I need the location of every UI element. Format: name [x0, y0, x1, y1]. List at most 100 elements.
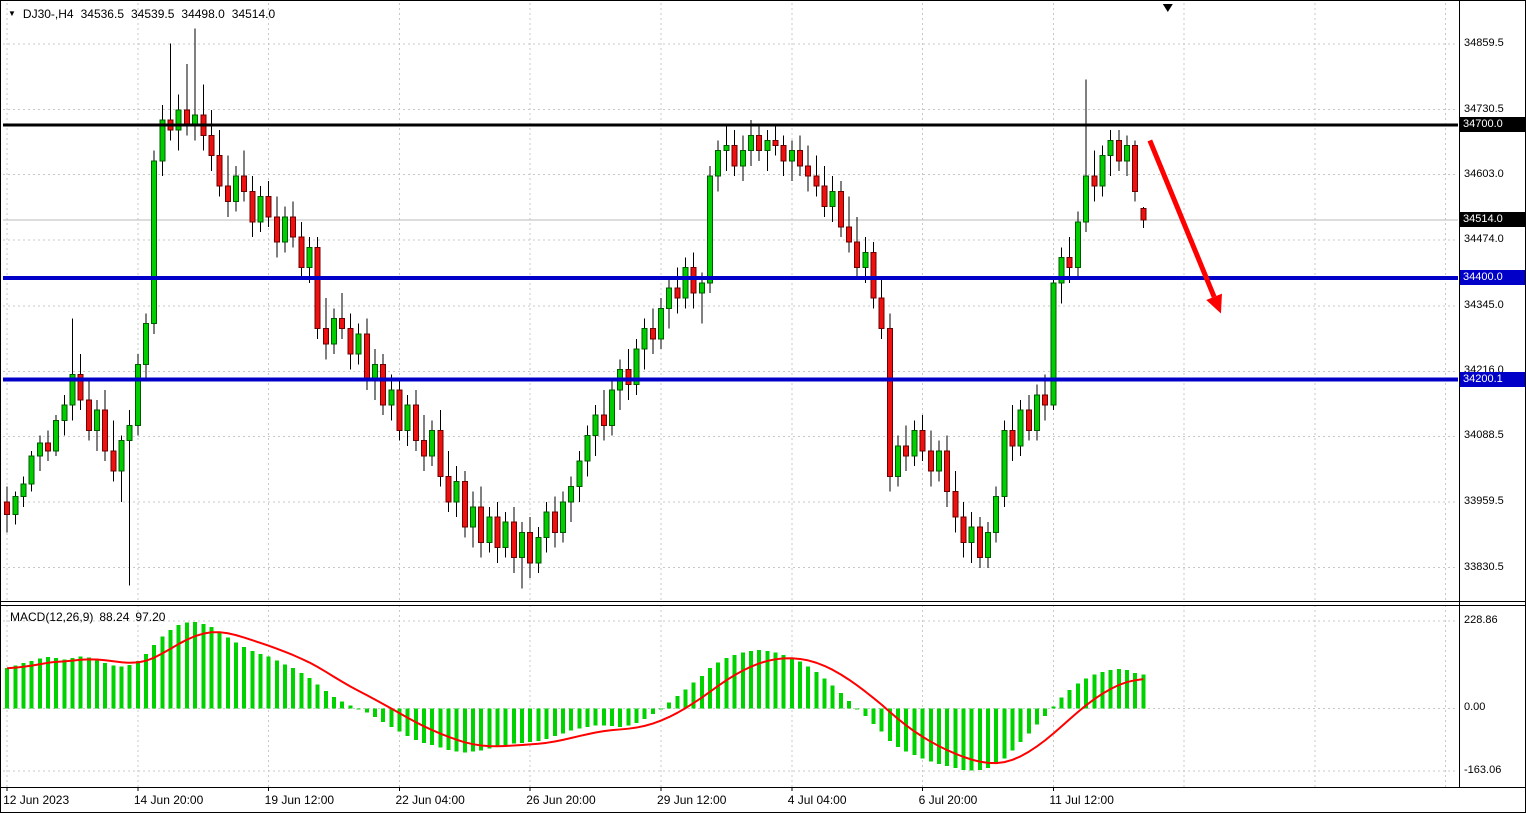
- bear-candle-body: [249, 190, 256, 223]
- bear-candle-body: [551, 511, 558, 533]
- bull-candle-body: [1083, 175, 1090, 223]
- macd-bar: [135, 660, 140, 709]
- macd-bar: [773, 652, 778, 709]
- ohlc-open-value: 34536.5: [80, 7, 124, 21]
- bear-candle-body: [437, 430, 444, 477]
- bear-candle-body: [241, 175, 248, 192]
- grid-lines: [3, 3, 1458, 787]
- macd-bar: [920, 708, 925, 759]
- bear-candle-body: [396, 389, 403, 432]
- macd-bar: [1092, 674, 1097, 709]
- macd-bar: [609, 708, 614, 727]
- bear-candle-body: [1042, 394, 1049, 406]
- bear-candle-body: [363, 333, 370, 381]
- bull-candle-body: [715, 150, 722, 177]
- macd-bar: [37, 658, 42, 709]
- bull-candle-body: [151, 160, 158, 325]
- macd-bar: [95, 660, 100, 709]
- bull-candle-body: [257, 195, 264, 223]
- chart-shift-marker[interactable]: [1162, 4, 1173, 12]
- bear-candle-body: [952, 491, 959, 518]
- macd-bar: [1067, 690, 1072, 709]
- macd-bar: [184, 622, 189, 709]
- bull-candle-body: [1074, 221, 1081, 269]
- bear-candle-body: [870, 251, 877, 299]
- bull-candle-body: [698, 282, 705, 294]
- macd-bar: [789, 657, 794, 709]
- macd-bar: [724, 657, 729, 709]
- macd-bar: [855, 708, 860, 710]
- bear-candle-body: [731, 145, 738, 167]
- bear-candle-body: [1066, 256, 1073, 269]
- macd-bar: [683, 689, 688, 709]
- bull-candle-body: [895, 445, 902, 477]
- macd-bar: [217, 631, 222, 709]
- bull-candle-body: [371, 363, 378, 381]
- macd-bar: [520, 708, 525, 743]
- macd-bar: [699, 675, 704, 709]
- bear-candle-body: [461, 480, 468, 528]
- macd-bar: [209, 626, 214, 709]
- bull-candle-body: [12, 496, 19, 515]
- candles-group: [4, 28, 1147, 589]
- bear-candle-body: [1091, 175, 1098, 187]
- macd-bar: [381, 708, 386, 722]
- macd-bar: [160, 636, 165, 709]
- bear-candle-body: [510, 521, 517, 559]
- bear-candle-body: [690, 267, 697, 294]
- bull-candle-body: [658, 307, 665, 340]
- macd-bar: [879, 708, 884, 732]
- bull-candle-body: [666, 287, 673, 309]
- bear-candle-body: [380, 363, 387, 406]
- macd-bar: [642, 708, 647, 720]
- chart-header: ▼ DJ30-,H4 34536.5 34539.5 34498.0 34514…: [8, 7, 275, 21]
- macd-bar: [283, 664, 288, 709]
- trend-arrow-head[interactable]: [1206, 293, 1222, 314]
- macd-bar: [1059, 697, 1064, 709]
- bull-candle-body: [1099, 155, 1106, 187]
- bull-candle-body: [984, 531, 991, 559]
- bull-candle-body: [134, 363, 141, 426]
- bear-candle-body: [919, 430, 926, 452]
- macd-bar: [667, 702, 672, 709]
- bear-candle-body: [298, 236, 305, 269]
- indicator-label: MACD(12,26,9) 88.24 97.20: [10, 610, 165, 624]
- bull-candle-body: [993, 496, 1000, 533]
- macd-bar: [740, 652, 745, 709]
- bear-candle-body: [77, 374, 84, 401]
- bear-candle-body: [846, 226, 853, 243]
- macd-bar: [618, 708, 623, 727]
- macd-bar: [454, 708, 459, 752]
- bull-candle-body: [175, 109, 182, 131]
- symbol-dropdown-icon[interactable]: ▼: [8, 9, 16, 18]
- bear-candle-body: [837, 190, 844, 228]
- macd-bar: [315, 684, 320, 709]
- macd-bar: [274, 660, 279, 709]
- macd-bar: [405, 708, 410, 737]
- bull-candle-body: [747, 134, 754, 152]
- bull-candle-body: [118, 440, 125, 472]
- bear-candle-body: [85, 399, 92, 432]
- bull-candle-body: [429, 430, 436, 457]
- macd-bar: [86, 657, 91, 709]
- macd-bar: [372, 708, 377, 717]
- macd-bar: [193, 621, 198, 709]
- macd-bar: [1026, 708, 1031, 734]
- bull-candle-body: [1001, 430, 1008, 498]
- bear-candle-body: [224, 185, 231, 202]
- bull-candle-body: [306, 246, 313, 269]
- bear-candle-body: [273, 216, 280, 243]
- macd-bar: [896, 708, 901, 747]
- trend-arrow-shaft[interactable]: [1147, 139, 1217, 298]
- macd-bar: [732, 654, 737, 709]
- bear-candle-body: [854, 241, 861, 269]
- macd-bar: [258, 654, 263, 709]
- bull-candle-body: [559, 501, 566, 533]
- macd-bar: [176, 624, 181, 709]
- macd-bar: [299, 673, 304, 709]
- macd-bar: [781, 654, 786, 709]
- macd-bar: [691, 682, 696, 709]
- bull-candle-body: [404, 404, 411, 432]
